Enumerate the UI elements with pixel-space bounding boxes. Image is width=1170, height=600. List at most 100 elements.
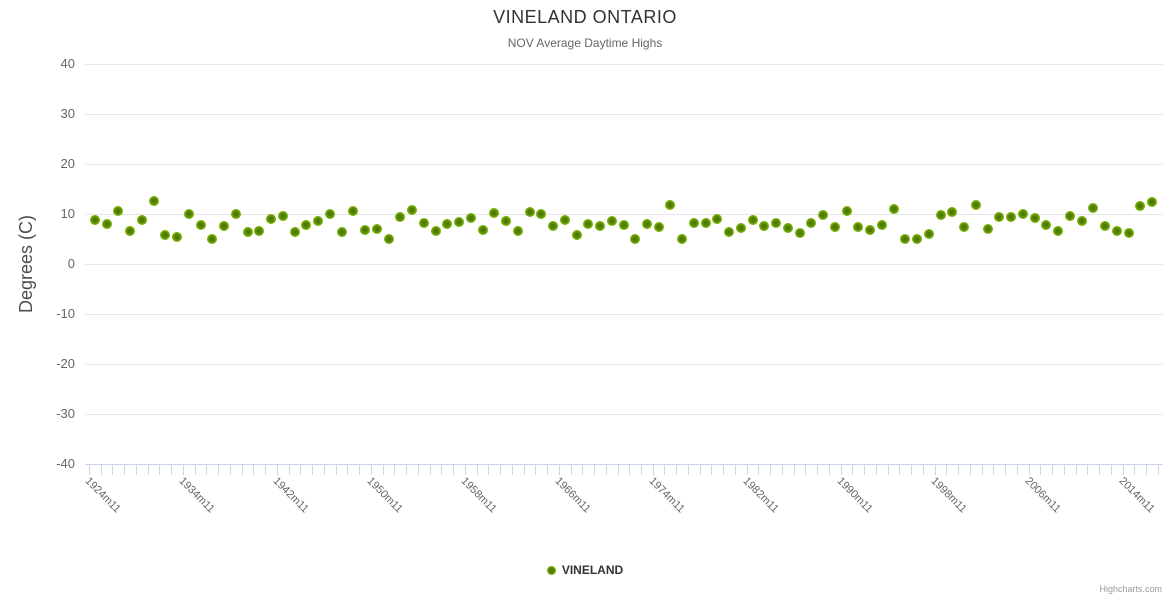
data-point[interactable] — [536, 208, 547, 219]
y-axis-tick-label: -10 — [56, 306, 75, 321]
data-point[interactable] — [959, 222, 970, 232]
data-point[interactable] — [125, 226, 136, 236]
data-point[interactable] — [583, 219, 594, 229]
data-point[interactable] — [1041, 220, 1052, 230]
data-point[interactable] — [1088, 202, 1099, 213]
data-point[interactable] — [747, 215, 758, 225]
data-point[interactable] — [1006, 212, 1017, 222]
data-point[interactable] — [1053, 226, 1064, 236]
data-point[interactable] — [524, 206, 535, 217]
data-point[interactable] — [606, 216, 617, 226]
data-point[interactable] — [113, 206, 124, 216]
data-point[interactable] — [101, 219, 112, 229]
data-point[interactable] — [301, 220, 312, 230]
y-gridline — [85, 264, 1163, 265]
x-axis-tick — [558, 465, 560, 475]
highcharts-credits-link[interactable]: Highcharts.com — [1099, 584, 1162, 594]
legend-item-vineland[interactable]: VINELAND — [0, 563, 1170, 577]
y-axis-tick-label: 10 — [60, 206, 75, 221]
data-point[interactable] — [595, 221, 605, 231]
data-point[interactable] — [160, 230, 171, 240]
data-point[interactable] — [865, 225, 876, 235]
data-point[interactable] — [195, 220, 206, 230]
data-point[interactable] — [970, 199, 981, 210]
x-axis-tick-label: 1998m11 — [928, 475, 982, 515]
data-point[interactable] — [266, 214, 277, 224]
data-point[interactable] — [818, 209, 829, 220]
data-point[interactable] — [277, 210, 288, 221]
data-point[interactable] — [512, 226, 523, 236]
data-point[interactable] — [183, 209, 194, 219]
data-point[interactable] — [876, 220, 887, 230]
data-point[interactable] — [324, 208, 335, 219]
x-axis-tick — [734, 465, 736, 475]
data-point[interactable] — [994, 212, 1005, 222]
data-point[interactable] — [912, 234, 923, 244]
data-point[interactable] — [853, 222, 864, 232]
data-point[interactable] — [360, 225, 371, 235]
data-point[interactable] — [724, 227, 735, 237]
data-point[interactable] — [313, 216, 324, 226]
data-point[interactable] — [90, 215, 100, 225]
data-point[interactable] — [219, 221, 230, 231]
data-point[interactable] — [665, 199, 676, 210]
data-point[interactable] — [289, 227, 300, 237]
data-point[interactable] — [1100, 221, 1111, 231]
data-point[interactable] — [1135, 200, 1146, 211]
data-point[interactable] — [630, 234, 641, 244]
data-point[interactable] — [501, 216, 512, 226]
data-point[interactable] — [771, 218, 782, 228]
data-point[interactable] — [735, 223, 746, 233]
data-point[interactable] — [383, 233, 394, 244]
data-point[interactable] — [1064, 210, 1075, 221]
data-point[interactable] — [677, 234, 688, 244]
data-point[interactable] — [407, 204, 418, 215]
data-point[interactable] — [207, 234, 218, 244]
data-point[interactable] — [395, 212, 406, 222]
data-point[interactable] — [477, 225, 488, 235]
data-point[interactable] — [935, 209, 946, 220]
data-point[interactable] — [336, 227, 347, 237]
data-point[interactable] — [442, 219, 453, 229]
data-point[interactable] — [782, 223, 793, 233]
data-point[interactable] — [489, 207, 500, 218]
data-point[interactable] — [712, 214, 723, 224]
data-point[interactable] — [841, 205, 852, 216]
data-point[interactable] — [242, 227, 253, 237]
data-point[interactable] — [348, 205, 359, 216]
data-point[interactable] — [947, 206, 958, 217]
data-point[interactable] — [1123, 228, 1134, 238]
x-axis-tick-label-text: 1958m11 — [458, 475, 499, 516]
data-point[interactable] — [465, 213, 476, 223]
data-point[interactable] — [653, 222, 664, 232]
data-point[interactable] — [688, 218, 699, 228]
data-point[interactable] — [371, 224, 382, 234]
data-point[interactable] — [1076, 216, 1087, 226]
data-point[interactable] — [759, 221, 770, 231]
data-point[interactable] — [454, 217, 465, 227]
data-point[interactable] — [700, 218, 711, 228]
data-point[interactable] — [641, 219, 652, 229]
data-point[interactable] — [1111, 226, 1122, 236]
data-point[interactable] — [1017, 208, 1028, 219]
data-point[interactable] — [888, 203, 899, 214]
data-point[interactable] — [548, 221, 559, 231]
data-point[interactable] — [1147, 196, 1157, 207]
data-point[interactable] — [418, 218, 429, 228]
data-point[interactable] — [794, 228, 805, 238]
data-point[interactable] — [559, 215, 570, 225]
data-point[interactable] — [230, 208, 241, 219]
data-point[interactable] — [900, 234, 911, 244]
data-point[interactable] — [982, 224, 993, 234]
data-point[interactable] — [618, 220, 629, 230]
data-point[interactable] — [172, 232, 183, 242]
data-point[interactable] — [430, 226, 441, 236]
data-point[interactable] — [1029, 213, 1040, 223]
data-point[interactable] — [829, 222, 840, 232]
data-point[interactable] — [806, 218, 817, 228]
data-point[interactable] — [571, 229, 582, 240]
data-point[interactable] — [148, 195, 159, 206]
data-point[interactable] — [923, 229, 934, 239]
data-point[interactable] — [254, 226, 265, 236]
data-point[interactable] — [136, 215, 147, 225]
